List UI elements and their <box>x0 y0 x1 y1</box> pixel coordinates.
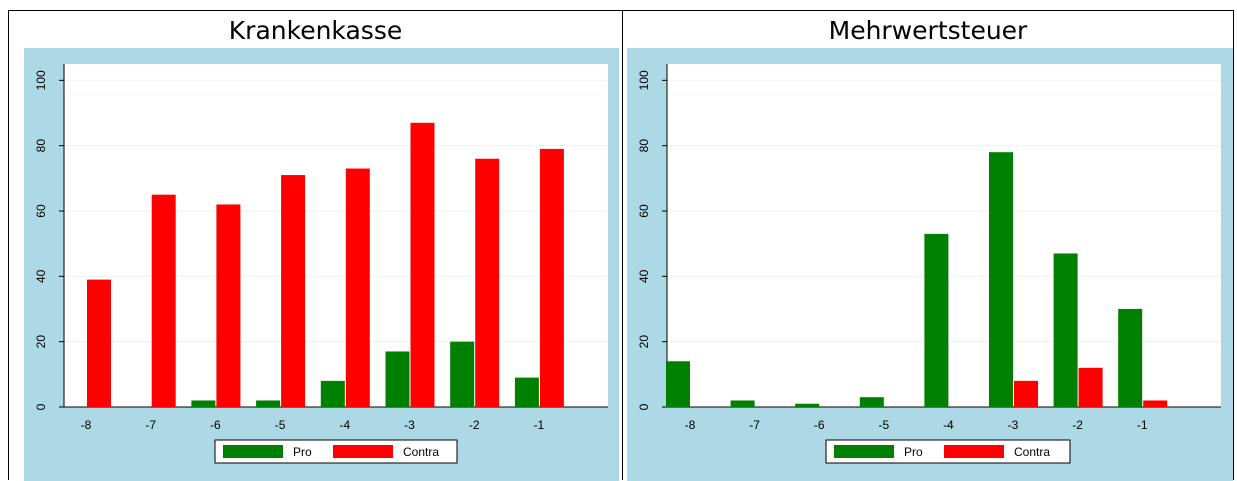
bar-pro-4 <box>924 233 949 407</box>
x-tick-label-7: -1 <box>1137 418 1148 432</box>
x-tick-label-6: -2 <box>469 418 480 432</box>
bar-contra-4 <box>345 168 370 407</box>
bar-contra-5 <box>1014 380 1038 407</box>
y-tick-label-5: 100 <box>637 70 651 90</box>
frame-divider <box>622 10 623 480</box>
bar-contra-7 <box>1143 400 1168 407</box>
bar-pro-7 <box>514 377 539 407</box>
y-tick-label-0: 0 <box>637 403 651 410</box>
x-tick-label-7: -1 <box>534 418 545 432</box>
y-tick-label-2: 40 <box>34 269 48 283</box>
legend-swatch-contra <box>944 445 1004 458</box>
y-tick-label-1: 20 <box>34 335 48 349</box>
y-tick-label-5: 100 <box>34 70 48 90</box>
x-tick-label-4: -4 <box>339 418 350 432</box>
y-tick-label-3: 60 <box>34 204 48 218</box>
y-tick-label-0: 0 <box>34 403 48 410</box>
x-tick-label-4: -4 <box>943 418 954 432</box>
bar-contra-2 <box>216 204 241 407</box>
y-tick-label-2: 40 <box>637 269 651 283</box>
bar-pro-7 <box>1118 309 1143 407</box>
bar-pro-6 <box>450 341 475 407</box>
frame-left-border <box>8 10 9 480</box>
legend-label-pro: Pro <box>293 445 312 459</box>
y-tick-label-1: 20 <box>637 335 651 349</box>
bar-contra-1 <box>151 194 176 407</box>
x-tick-label-3: -5 <box>275 418 286 432</box>
bar-pro-4 <box>320 380 345 407</box>
frame-right-border <box>1233 10 1234 480</box>
x-tick-label-0: -8 <box>81 418 92 432</box>
y-tick-label-3: 60 <box>637 204 651 218</box>
bar-pro-5 <box>989 152 1013 407</box>
bar-pro-2 <box>191 400 216 407</box>
x-tick-label-1: -7 <box>145 418 156 432</box>
legend-label-contra: Contra <box>1014 445 1050 459</box>
bar-pro-3 <box>859 397 884 407</box>
legend-swatch-contra <box>333 445 393 458</box>
bar-contra-6 <box>1078 367 1103 407</box>
x-tick-label-2: -6 <box>210 418 221 432</box>
bar-contra-5 <box>410 122 435 408</box>
bar-pro-3 <box>256 400 281 407</box>
x-tick-label-5: -3 <box>1008 418 1019 432</box>
chart-title-mehrwertsteuer: Mehrwertsteuer <box>828 16 1028 45</box>
bar-chart-krankenkasse: 0 20 40 60 80 100 -8 -7 -6 -5 -4 -3 -2 -1 Pro Contra <box>34 64 608 464</box>
bar-contra-3 <box>281 175 306 407</box>
x-tick-label-6: -2 <box>1072 418 1083 432</box>
chart-title-krankenkasse: Krankenkasse <box>228 16 403 45</box>
bar-contra-7 <box>539 148 564 407</box>
bar-pro-2 <box>795 403 820 407</box>
bar-contra-6 <box>475 158 500 407</box>
bar-pro-0 <box>666 361 690 407</box>
x-tick-label-2: -6 <box>814 418 825 432</box>
legend-swatch-pro <box>223 445 283 458</box>
bar-chart-mehrwertsteuer: 0 20 40 60 80 100 -8 -7 -6 -5 -4 -3 -2 -1 Pro Contra <box>637 64 1221 464</box>
legend-swatch-pro <box>834 445 894 458</box>
legend-label-pro: Pro <box>904 445 923 459</box>
x-tick-label-3: -5 <box>878 418 889 432</box>
bar-pro-1 <box>730 400 755 407</box>
y-tick-label-4: 80 <box>34 139 48 153</box>
bar-pro-6 <box>1053 253 1078 407</box>
y-tick-label-4: 80 <box>637 139 651 153</box>
x-tick-label-5: -3 <box>404 418 415 432</box>
legend-label-contra: Contra <box>403 445 439 459</box>
frame-top-border <box>8 10 1234 11</box>
bar-pro-5 <box>385 351 410 407</box>
x-tick-label-1: -7 <box>749 418 760 432</box>
bar-contra-0 <box>87 279 111 407</box>
x-tick-label-0: -8 <box>685 418 696 432</box>
